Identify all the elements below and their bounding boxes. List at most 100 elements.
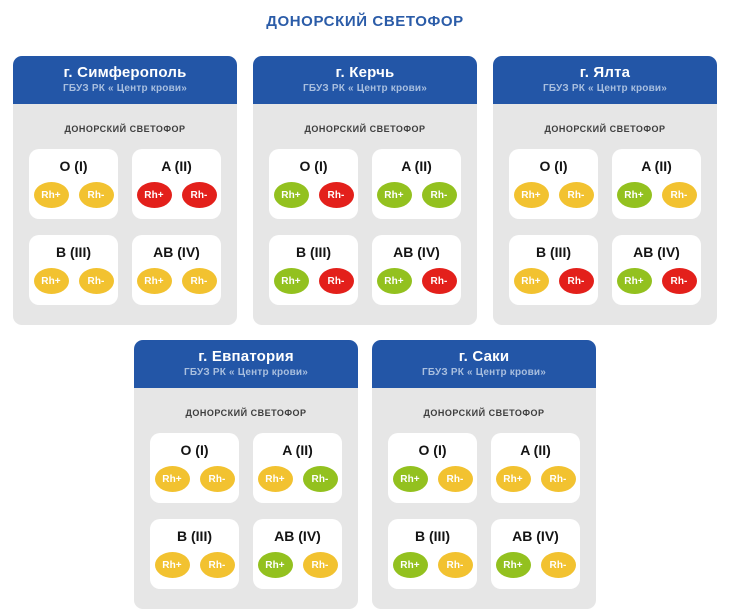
rh-plus-badge: Rh+ xyxy=(136,182,172,209)
rh-plus-badge: Rh+ xyxy=(495,466,531,493)
blood-group-card: B (III) Rh+ Rh- xyxy=(29,235,118,306)
rh-minus-badge: Rh- xyxy=(318,182,354,209)
rh-minus-badge: Rh- xyxy=(199,466,235,493)
board-label: ДОНОРСКИЙ СВЕТОФОР xyxy=(185,408,307,419)
rh-plus-badge: Rh+ xyxy=(513,268,549,295)
blood-group-title: AB (IV) xyxy=(633,244,680,261)
rh-minus-badge: Rh- xyxy=(558,182,594,209)
rh-badges: Rh+ Rh- xyxy=(154,466,235,493)
blood-group-card: O (I) Rh+ Rh- xyxy=(269,149,358,220)
rh-minus-badge: Rh- xyxy=(421,182,457,209)
rh-badges: Rh+ Rh- xyxy=(33,182,114,209)
rh-plus-badge: Rh+ xyxy=(33,182,69,209)
rh-badges: Rh+ Rh- xyxy=(616,268,697,295)
blood-group-card: A (II) Rh+ Rh- xyxy=(253,433,342,504)
rh-badges: Rh+ Rh- xyxy=(257,466,338,493)
center-card: г. Симферополь ГБУЗ РК « Центр крови» ДО… xyxy=(13,56,237,326)
card-header: г. Саки ГБУЗ РК « Центр крови» xyxy=(372,340,596,389)
center-subtitle: ГБУЗ РК « Центр крови» xyxy=(421,366,547,378)
rh-plus-badge: Rh+ xyxy=(257,552,293,579)
blood-group-title: A (II) xyxy=(520,442,551,459)
center-card: г. Керчь ГБУЗ РК « Центр крови» ДОНОРСКИ… xyxy=(253,56,477,326)
blood-group-card: AB (IV) Rh+ Rh- xyxy=(253,519,342,590)
blood-group-title: AB (IV) xyxy=(153,244,200,261)
rh-minus-badge: Rh- xyxy=(181,182,217,209)
blood-group-title: A (II) xyxy=(161,158,192,174)
center-subtitle: ГБУЗ РК « Центр крови» xyxy=(62,82,188,94)
blood-group-card: O (I) Rh+ Rh- xyxy=(509,149,598,220)
city-name: г. Саки xyxy=(458,348,510,366)
blood-groups-grid: O (I) Rh+ Rh- A (II) Rh+ Rh- B (III) Rh+… xyxy=(150,433,342,590)
rh-plus-badge: Rh+ xyxy=(376,268,412,295)
blood-group-card: B (III) Rh+ Rh- xyxy=(150,519,239,590)
blood-groups-grid: O (I) Rh+ Rh- A (II) Rh+ Rh- B (III) Rh+… xyxy=(388,433,580,590)
blood-group-title: AB (IV) xyxy=(393,244,440,261)
blood-groups-grid: O (I) Rh+ Rh- A (II) Rh+ Rh- B (III) Rh+… xyxy=(269,149,461,306)
rh-plus-badge: Rh+ xyxy=(376,182,412,209)
rh-badges: Rh+ Rh- xyxy=(495,466,576,493)
blood-group-card: O (I) Rh+ Rh- xyxy=(388,433,477,504)
blood-group-card: B (III) Rh+ Rh- xyxy=(388,519,477,590)
blood-groups-grid: O (I) Rh+ Rh- A (II) Rh+ Rh- B (III) Rh+… xyxy=(29,149,221,306)
rh-minus-badge: Rh- xyxy=(437,552,473,579)
rh-minus-badge: Rh- xyxy=(181,268,217,295)
rh-badges: Rh+ Rh- xyxy=(257,552,338,579)
blood-group-title: B (III) xyxy=(415,528,450,545)
rh-badges: Rh+ Rh- xyxy=(513,268,594,295)
blood-group-title: B (III) xyxy=(177,528,212,545)
rh-badges: Rh+ Rh- xyxy=(33,268,114,295)
blood-group-card: B (III) Rh+ Rh- xyxy=(269,235,358,306)
page-title: ДОНОРСКИЙ СВЕТОФОР xyxy=(266,13,464,30)
rh-plus-badge: Rh+ xyxy=(392,466,428,493)
rh-badges: Rh+ Rh- xyxy=(513,182,594,209)
center-subtitle: ГБУЗ РК « Центр крови» xyxy=(183,366,309,378)
blood-group-card: O (I) Rh+ Rh- xyxy=(150,433,239,504)
blood-group-title: B (III) xyxy=(296,244,331,261)
board-label: ДОНОРСКИЙ СВЕТОФОР xyxy=(423,408,545,419)
blood-group-card: A (II) Rh+ Rh- xyxy=(491,433,580,504)
rh-badges: Rh+ Rh- xyxy=(154,552,235,579)
donor-traffic-light-page: ДОНОРСКИЙ СВЕТОФОР г. Симферополь ГБУЗ Р… xyxy=(0,13,730,609)
rh-plus-badge: Rh+ xyxy=(154,466,190,493)
rh-minus-badge: Rh- xyxy=(78,182,114,209)
blood-group-card: AB (IV) Rh+ Rh- xyxy=(491,519,580,590)
city-name: г. Ялта xyxy=(579,64,631,82)
rh-plus-badge: Rh+ xyxy=(392,552,428,579)
card-header: г. Симферополь ГБУЗ РК « Центр крови» xyxy=(13,56,237,104)
rh-badges: Rh+ Rh- xyxy=(376,182,457,209)
city-name: г. Евпатория xyxy=(198,348,294,366)
city-name: г. Симферополь xyxy=(63,64,187,82)
rh-badges: Rh+ Rh- xyxy=(392,552,473,579)
card-body: ДОНОРСКИЙ СВЕТОФОР O (I) Rh+ Rh- A (II) … xyxy=(13,104,237,326)
centers-row-top: г. Симферополь ГБУЗ РК « Центр крови» ДО… xyxy=(0,56,730,326)
card-body: ДОНОРСКИЙ СВЕТОФОР O (I) Rh+ Rh- A (II) … xyxy=(134,388,358,609)
blood-group-card: AB (IV) Rh+ Rh- xyxy=(372,235,461,306)
blood-group-title: A (II) xyxy=(282,442,313,459)
city-name: г. Керчь xyxy=(335,64,395,82)
rh-plus-badge: Rh+ xyxy=(257,466,293,493)
blood-group-title: AB (IV) xyxy=(274,528,321,545)
blood-group-title: O (I) xyxy=(418,442,447,459)
rh-minus-badge: Rh- xyxy=(540,466,576,493)
rh-minus-badge: Rh- xyxy=(540,552,576,579)
blood-group-card: A (II) Rh+ Rh- xyxy=(132,149,221,220)
card-header: г. Ялта ГБУЗ РК « Центр крови» xyxy=(493,56,717,104)
blood-group-card: O (I) Rh+ Rh- xyxy=(29,149,118,220)
card-header: г. Керчь ГБУЗ РК « Центр крови» xyxy=(253,56,477,104)
blood-group-title: A (II) xyxy=(401,158,432,174)
rh-minus-badge: Rh- xyxy=(302,552,338,579)
blood-group-title: AB (IV) xyxy=(512,528,559,545)
rh-plus-badge: Rh+ xyxy=(136,268,172,295)
rh-plus-badge: Rh+ xyxy=(273,182,309,209)
rh-badges: Rh+ Rh- xyxy=(495,552,576,579)
blood-group-card: B (III) Rh+ Rh- xyxy=(509,235,598,306)
center-card: г. Саки ГБУЗ РК « Центр крови» ДОНОРСКИЙ… xyxy=(372,340,596,609)
card-body: ДОНОРСКИЙ СВЕТОФОР O (I) Rh+ Rh- A (II) … xyxy=(253,104,477,326)
blood-group-title: O (I) xyxy=(539,158,568,174)
blood-group-card: AB (IV) Rh+ Rh- xyxy=(132,235,221,306)
centers-row-bottom: г. Евпатория ГБУЗ РК « Центр крови» ДОНО… xyxy=(0,340,730,609)
blood-group-title: O (I) xyxy=(59,158,88,174)
rh-minus-badge: Rh- xyxy=(78,268,114,295)
board-label: ДОНОРСКИЙ СВЕТОФОР xyxy=(304,124,426,134)
center-card: г. Ялта ГБУЗ РК « Центр крови» ДОНОРСКИЙ… xyxy=(493,56,717,326)
